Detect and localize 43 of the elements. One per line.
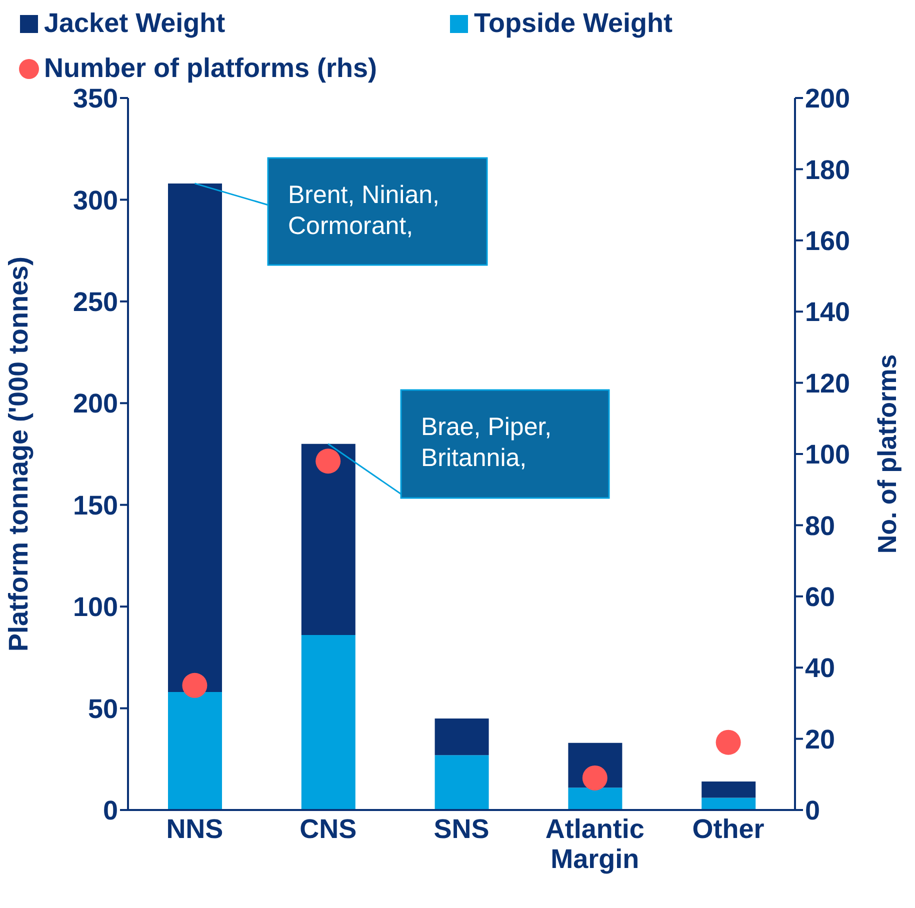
y2-tick-label: 160 (805, 226, 850, 256)
y2-tick-label: 20 (805, 724, 836, 754)
bar (568, 788, 622, 810)
y-tick-label: 200 (72, 388, 118, 419)
x-tick-label: Atlantic Margin (545, 814, 644, 874)
bar (434, 755, 489, 810)
y2-tick-label: 40 (805, 653, 836, 684)
y2-tick-label: 80 (805, 510, 836, 541)
bar (168, 692, 222, 810)
x-tick-label: SNS (434, 814, 490, 844)
x-tick-label: CNS (300, 814, 357, 844)
y-tick-label: 100 (72, 592, 118, 622)
bar (434, 718, 489, 756)
x-tick-label: Other (692, 814, 765, 844)
annotation: Brae, Piper, Britannia, (421, 413, 552, 472)
bar (301, 444, 356, 636)
point (316, 448, 341, 474)
y2-tick-label: 120 (805, 368, 850, 398)
y2-tick-label: 100 (805, 440, 850, 470)
y2-axis-title: No. of platforms (872, 354, 902, 554)
y-tick-label: 50 (88, 694, 118, 724)
y-tick-label: 250 (72, 287, 118, 318)
x-tick-label: NNS (166, 814, 224, 844)
legend-label: Number of platforms (rhs) (44, 53, 378, 84)
bar (301, 635, 356, 810)
y-tick-label: 300 (72, 185, 118, 216)
y2-tick-label: 0 (805, 796, 820, 826)
point (182, 672, 208, 698)
point (716, 730, 741, 755)
bar (702, 782, 756, 798)
y-tick-label: 150 (72, 490, 118, 520)
annotation: Brent, Ninian, Cormorant, (288, 181, 440, 240)
y2-tick-label: 180 (805, 154, 850, 185)
legend-label: Jacket Weight (44, 8, 226, 39)
y2-tick-label: 60 (805, 582, 836, 612)
y2-tick-label: 200 (805, 84, 850, 114)
bar (702, 798, 756, 810)
y2-tick-label: 140 (805, 297, 850, 328)
y-axis-title: Platform tonnage ('000 tonnes) (4, 256, 34, 652)
y-tick-label: 0 (102, 796, 118, 826)
y-tick-label: 350 (72, 84, 118, 114)
bar (168, 183, 222, 692)
legend-label: Topside Weight (474, 8, 672, 39)
